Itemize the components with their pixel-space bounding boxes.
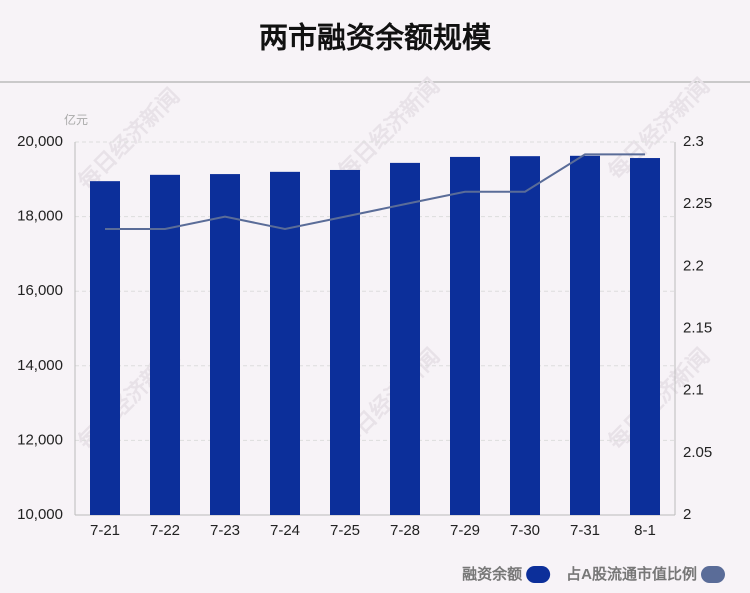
bar [270, 171, 300, 515]
bar [210, 174, 240, 515]
y-unit: 亿元 [64, 112, 88, 127]
x-tick-label: 7-23 [210, 522, 240, 539]
legend-label: 融资余额 [462, 565, 522, 583]
bar [90, 181, 120, 516]
bar [510, 156, 540, 515]
legend-swatch [526, 566, 551, 583]
y-tick-label: 18,000 [17, 208, 63, 225]
legend-label: 占A股流通市值比例 [566, 565, 697, 583]
y-tick-label: 20,000 [17, 133, 63, 150]
y-tick-label: 10,000 [17, 506, 63, 523]
bar [450, 156, 480, 516]
x-tick-label: 7-31 [570, 522, 600, 539]
bar [150, 174, 180, 515]
y2-tick-label: 2.2 [683, 257, 704, 274]
y2-tick-label: 2.05 [683, 444, 712, 461]
y2-tick-label: 2.15 [683, 319, 712, 336]
bar [630, 158, 660, 515]
y2-tick-label: 2.1 [683, 382, 704, 399]
x-tick-label: 7-22 [150, 522, 180, 539]
y-tick-label: 16,000 [17, 282, 63, 299]
x-tick-label: 7-25 [330, 522, 360, 539]
bar [570, 155, 600, 515]
y-tick-label: 12,000 [17, 431, 63, 448]
legend-swatch [701, 566, 725, 583]
y2-tick-label: 2 [683, 506, 691, 523]
y2-tick-label: 2.3 [683, 133, 704, 150]
bar [330, 169, 360, 515]
x-tick-label: 7-24 [270, 522, 300, 539]
y2-tick-label: 2.25 [683, 195, 712, 212]
bar [390, 162, 420, 515]
x-tick-label: 7-21 [90, 522, 120, 539]
chart-title: 两市融资余额规模 [259, 21, 492, 55]
x-tick-label: 7-28 [390, 522, 420, 539]
x-tick-label: 7-29 [450, 522, 480, 539]
x-tick-label: 8-1 [634, 522, 656, 539]
y-tick-label: 14,000 [17, 357, 63, 374]
x-tick-label: 7-30 [510, 522, 540, 539]
line [105, 153, 645, 231]
